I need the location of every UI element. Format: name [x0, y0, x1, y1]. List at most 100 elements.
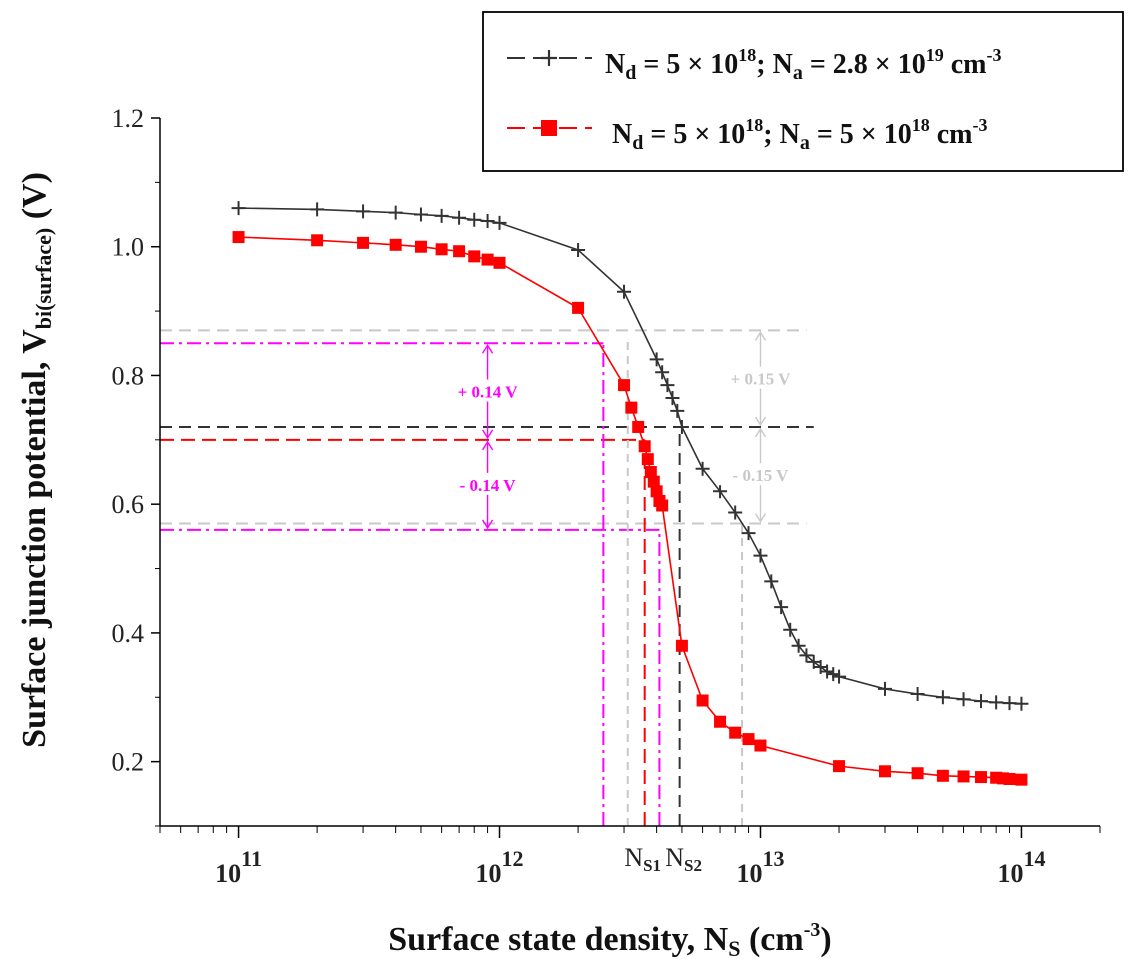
- data-point: [956, 692, 971, 707]
- data-point: [696, 694, 709, 707]
- data-point: [467, 212, 482, 227]
- legend-marker: [541, 120, 557, 136]
- data-point: [311, 234, 324, 247]
- annotation-arrow-head: [481, 343, 494, 354]
- annotation-arrow-head: [754, 331, 767, 341]
- data-point: [493, 256, 506, 269]
- data-point: [877, 681, 892, 696]
- data-point: [452, 210, 467, 225]
- annotation-label: + 0.14 V: [458, 383, 519, 402]
- ns-label: NS1: [624, 843, 661, 875]
- data-point: [388, 205, 403, 220]
- data-point: [641, 453, 654, 466]
- data-point: [989, 695, 1004, 710]
- data-point: [974, 694, 989, 709]
- annotation-arrow-head: [754, 427, 767, 438]
- series-line: [238, 236, 1022, 781]
- y-tick-label: 0.2: [112, 748, 145, 777]
- data-point: [826, 667, 841, 682]
- annotation-label-bg: [444, 379, 531, 402]
- data-point: [572, 301, 585, 314]
- data-point: [625, 401, 638, 414]
- data-point: [650, 485, 663, 498]
- data-point: [1002, 696, 1017, 711]
- annotation-arrow-head: [754, 416, 767, 427]
- data-point: [644, 466, 657, 478]
- data-point: [660, 378, 675, 393]
- data-point: [878, 765, 891, 778]
- annotation-arrow-head: [481, 429, 494, 440]
- data-point: [571, 242, 586, 257]
- annotation-arrow-head: [754, 513, 767, 523]
- annotation-label-bg: [717, 463, 804, 486]
- data-point: [435, 243, 448, 256]
- data-point: [481, 253, 494, 266]
- series-line: [238, 207, 1022, 705]
- data-point: [791, 638, 806, 653]
- data-point: [820, 664, 835, 679]
- data-point: [936, 769, 949, 782]
- data-point: [975, 771, 988, 784]
- data-point: [754, 739, 767, 752]
- data-point: [389, 238, 402, 251]
- data-point: [468, 250, 481, 263]
- data-point: [480, 213, 495, 228]
- data-point: [728, 505, 743, 520]
- data-point: [799, 648, 814, 663]
- data-point: [310, 202, 325, 217]
- data-point: [695, 461, 710, 476]
- data-point: [655, 365, 670, 380]
- x-axis-title: Surface state density, NS (cm-3): [388, 919, 831, 959]
- data-point: [832, 669, 847, 684]
- data-point: [957, 770, 970, 783]
- y-tick-label: 0.6: [112, 490, 145, 519]
- y-tick-label: 0.4: [112, 619, 145, 648]
- data-point: [833, 760, 846, 773]
- annotation-label: - 0.14 V: [460, 476, 517, 495]
- annotation-arrow-head: [481, 440, 494, 451]
- y-tick-label: 1.2: [112, 104, 145, 133]
- data-point: [674, 419, 689, 434]
- legend-box: [482, 11, 1124, 172]
- y-tick-label: 0.8: [112, 361, 145, 390]
- data-point: [670, 403, 685, 418]
- legend: Nd = 5 × 1018; Na = 2.8 × 1019 cm-3 Nd =…: [482, 11, 1124, 172]
- data-point: [434, 208, 449, 223]
- data-point: [453, 245, 466, 258]
- data-point: [729, 726, 742, 739]
- data-point: [492, 215, 507, 230]
- y-axis-title: Surface junction potential, Vbi(surface)…: [16, 172, 56, 748]
- data-point: [414, 240, 427, 253]
- data-point: [656, 499, 669, 512]
- y-tick-label: 1.0: [112, 233, 145, 262]
- ns-label: NS2: [665, 843, 702, 875]
- data-point: [910, 687, 925, 702]
- data-point: [911, 767, 924, 780]
- data-point: [741, 526, 756, 541]
- data-point: [665, 390, 680, 405]
- data-point: [632, 420, 645, 433]
- legend-symbol-series-1: [507, 50, 592, 66]
- axis-ticks: 0.2 0.4 0.6 0.8 1.0 1.2 1011 1012 1013 1014 NS1 NS2: [112, 104, 1101, 888]
- data-point: [1015, 773, 1028, 786]
- annotation-label-bg: [444, 472, 531, 495]
- data-point: [649, 352, 664, 367]
- data-point: [713, 484, 728, 499]
- data-point: [356, 204, 371, 219]
- data-point: [935, 690, 950, 705]
- data-point: [753, 548, 768, 563]
- annotation-label-bg: [717, 366, 804, 389]
- data-point: [638, 440, 651, 453]
- data-point: [675, 639, 688, 652]
- data-point: [647, 475, 660, 488]
- data-point: [774, 600, 789, 615]
- annotation-arrow-head: [481, 519, 494, 530]
- data-point: [231, 201, 246, 216]
- legend-marker: [541, 50, 557, 66]
- x-tick-label: 1011: [215, 846, 262, 888]
- annotation-label: + 0.15 V: [731, 370, 792, 389]
- x-tick-label: 1014: [997, 846, 1045, 888]
- legend-symbol-series-2: [507, 120, 592, 136]
- legend-label-series-2: Nd = 5 × 1018; Na = 5 × 1018 cm-3: [612, 115, 988, 154]
